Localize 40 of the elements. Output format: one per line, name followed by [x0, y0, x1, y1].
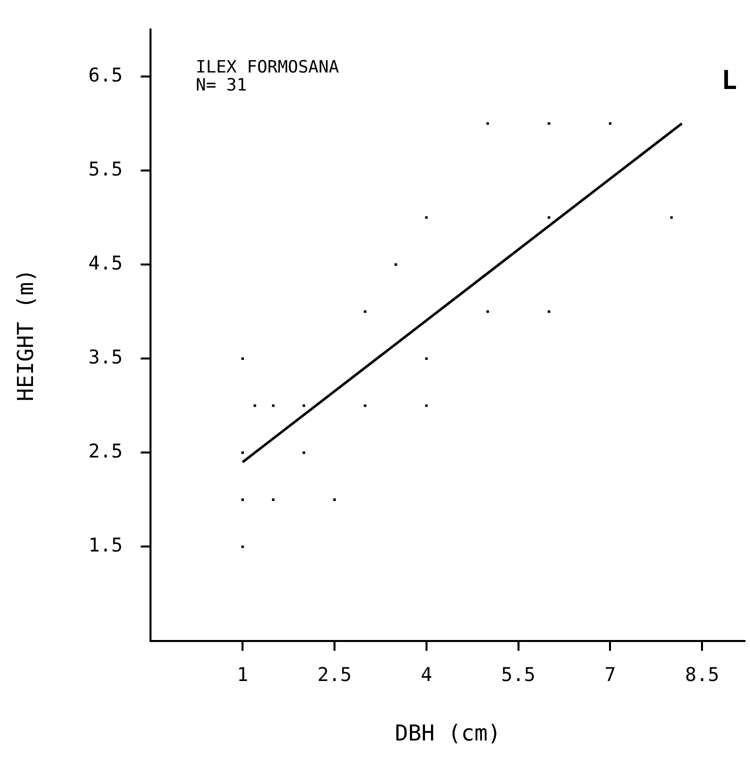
point — [670, 216, 673, 219]
annotation: L — [721, 66, 737, 96]
annotation: ILEX FORMOSANA — [196, 57, 340, 78]
point — [241, 451, 244, 454]
point — [302, 451, 306, 454]
y-tick-label: 1.5 — [88, 534, 123, 557]
point — [548, 216, 550, 219]
point — [608, 122, 612, 125]
annotation: N= 31 — [196, 75, 247, 96]
point — [425, 404, 428, 407]
x-tick-label: 4 — [420, 664, 432, 686]
point — [425, 216, 428, 219]
point — [302, 404, 306, 407]
x-tick-label: 1 — [236, 664, 248, 686]
point — [486, 122, 489, 125]
point — [548, 310, 550, 313]
point — [241, 545, 244, 548]
x-axis-title: DBH (cm) — [394, 722, 501, 747]
x-tick-label: 5.5 — [501, 664, 536, 686]
y-tick-label: 2.5 — [88, 440, 123, 463]
y-tick-label: 5.5 — [88, 158, 123, 180]
x-tick-label: 7 — [604, 664, 616, 686]
point — [272, 498, 275, 501]
y-tick-label: 6.5 — [88, 64, 123, 86]
point — [241, 357, 244, 360]
point — [333, 498, 336, 501]
point — [254, 404, 256, 407]
point — [548, 122, 550, 125]
y-tick-label: 3.5 — [88, 346, 123, 369]
point — [364, 404, 366, 407]
point — [425, 357, 428, 360]
point — [394, 263, 398, 266]
point — [272, 404, 275, 407]
x-tick-label: 8.5 — [684, 664, 720, 686]
y-axis-title: HEIGHT (m) — [14, 268, 39, 402]
y-tick-label: 4.5 — [88, 252, 123, 274]
x-tick-label: 2.5 — [317, 664, 352, 686]
point — [486, 310, 489, 313]
point — [364, 310, 366, 313]
point — [241, 498, 244, 501]
